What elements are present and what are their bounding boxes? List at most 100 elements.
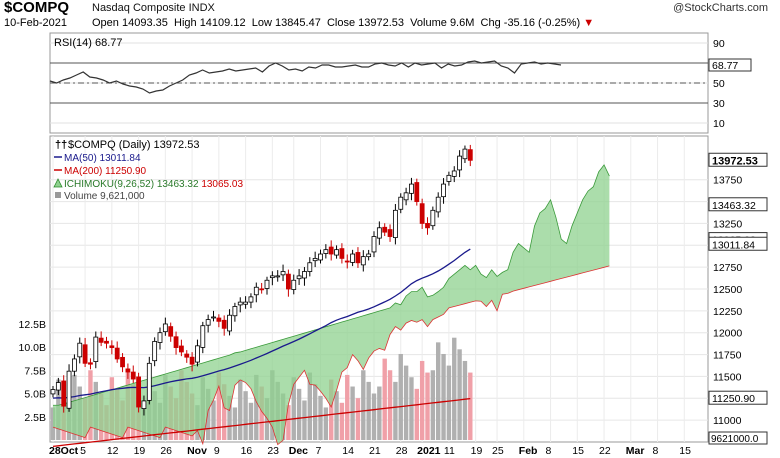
price-ytick-label: 12500 xyxy=(713,284,742,296)
rsi-title: RSI(14) 68.77 xyxy=(54,37,122,49)
candle-body xyxy=(409,183,414,194)
ma200-legend: MA(200) 11250.90 xyxy=(64,166,147,177)
volume-ytick-label: 2.5B xyxy=(24,412,46,424)
volume-bar xyxy=(238,379,243,440)
candle-body xyxy=(328,246,334,255)
candle-body xyxy=(104,340,109,344)
candle-body xyxy=(344,260,350,263)
price-ytick-label: 13750 xyxy=(713,175,742,187)
candle-body xyxy=(312,257,318,262)
rsi-ytick-label: 90 xyxy=(713,38,725,50)
candle-body xyxy=(55,382,61,391)
ma50-line xyxy=(52,248,471,399)
open-value: 14093.35 xyxy=(121,17,168,29)
volume-bar xyxy=(227,395,232,440)
candle-body xyxy=(61,380,67,407)
candle-body xyxy=(285,273,291,290)
x-tick-label: 25 xyxy=(492,445,504,457)
x-tick-label: 23 xyxy=(267,445,279,457)
candle-body xyxy=(446,174,452,182)
x-tick-label: 12 xyxy=(107,445,119,457)
rsi-value-tag: 68.77 xyxy=(712,60,738,72)
price-ytick-label: 11750 xyxy=(713,350,742,362)
candle-body xyxy=(462,148,468,160)
candle-body xyxy=(146,362,152,401)
rsi-ytick-label: 10 xyxy=(713,118,725,130)
x-tick-label: 19 xyxy=(134,445,146,457)
candle-body xyxy=(162,323,168,333)
volume-bar xyxy=(446,365,452,440)
price-ytick-label: 11000 xyxy=(713,415,742,427)
value-tag-box xyxy=(708,152,768,167)
volume-bar xyxy=(318,395,323,440)
candle-body xyxy=(82,344,88,364)
close-value: 13972.53 xyxy=(358,17,405,29)
volume-bar xyxy=(339,402,345,440)
candle-body xyxy=(178,345,184,353)
candle-body xyxy=(125,368,131,373)
x-tick-label: 28Oct xyxy=(49,445,79,457)
volume-bar xyxy=(307,372,312,440)
open-label: Open xyxy=(92,17,119,29)
volume-bar xyxy=(211,400,216,440)
volume-bar xyxy=(387,370,393,440)
candle-body xyxy=(435,196,441,213)
candle-body xyxy=(173,336,179,348)
ma200-line xyxy=(52,397,471,448)
candle-body xyxy=(275,275,281,278)
candle-body xyxy=(360,256,366,266)
volume-bar xyxy=(355,398,361,440)
value-tag-box xyxy=(708,390,768,405)
close-label: Close xyxy=(326,17,356,29)
candle-body xyxy=(184,353,190,358)
candle-body xyxy=(269,275,275,279)
volume-ytick-label: 5.0B xyxy=(24,389,46,401)
volume-bar xyxy=(286,405,291,440)
volume-bar xyxy=(334,391,339,440)
value-tag-label: 11250.90 xyxy=(712,393,755,405)
candle-body xyxy=(93,336,99,362)
low-value: 13845.47 xyxy=(274,17,321,29)
price-ytick-label: 11500 xyxy=(713,371,742,383)
quote-line: Open 14093.35 High 14109.12 Low 13845.47… xyxy=(92,17,594,29)
change-value: -35.16 (-0.25%) xyxy=(503,17,581,29)
x-tick-label: Nov xyxy=(187,445,207,457)
volume-bar xyxy=(248,402,254,440)
candle-body xyxy=(114,347,120,360)
price-title: $COMPQ (Daily) 13972.53 xyxy=(68,139,199,151)
candle-body xyxy=(264,279,270,289)
volume-bar xyxy=(382,358,387,440)
rsi-ytick-label: 50 xyxy=(713,78,725,90)
instrument-name: Nasdaq Composite INDX xyxy=(92,2,215,14)
candle-body xyxy=(398,196,404,210)
candle-body xyxy=(253,286,259,296)
high-label: High xyxy=(174,17,197,29)
x-tick-label: 22 xyxy=(599,445,611,457)
value-tag-label: 13972.53 xyxy=(712,155,758,167)
x-tick-label: 8 xyxy=(653,445,659,457)
ichimoku-legend-a: 13463.32 xyxy=(157,179,199,190)
value-tag-label: 13011.84 xyxy=(712,239,755,251)
candle-body xyxy=(307,262,313,272)
x-tick-label: 19 xyxy=(471,445,483,457)
ichimoku-span-a xyxy=(53,164,610,406)
down-triangle-icon: ▼ xyxy=(583,17,595,29)
volume-ytick-label: 7.5B xyxy=(24,365,46,377)
x-tick-label: 16 xyxy=(241,445,253,457)
change-label: Chg xyxy=(480,17,501,29)
volume-bar xyxy=(468,372,473,440)
candle-body xyxy=(243,301,249,305)
candle-body xyxy=(200,325,206,348)
volume-bar xyxy=(393,381,398,440)
volume-bar xyxy=(302,400,307,440)
rsi-panel: RSI(14) 68.77 9070503010 68.77 xyxy=(49,32,752,134)
candle-body xyxy=(77,342,83,358)
volume-bar xyxy=(377,386,382,440)
candle-body xyxy=(227,314,232,332)
candle-body xyxy=(334,249,339,256)
candle-body xyxy=(366,253,372,258)
volume-bar xyxy=(216,372,222,440)
candle-body xyxy=(467,149,473,161)
candle-body xyxy=(98,337,104,343)
